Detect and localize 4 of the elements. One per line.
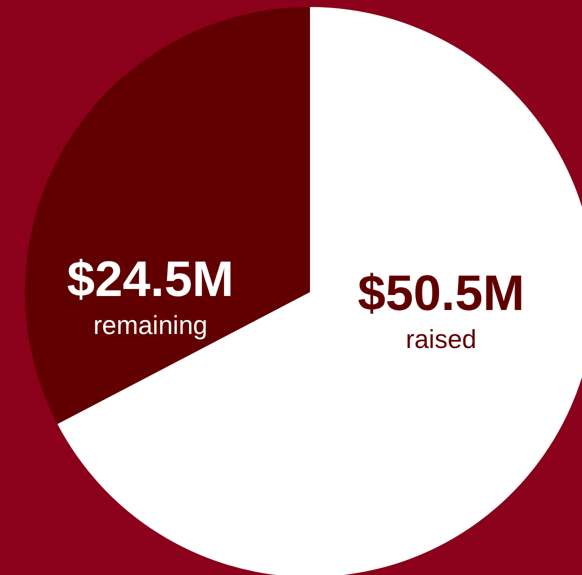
slice-label: raised [406,324,477,354]
data-label: $50.5M [358,265,524,321]
slice-label: remaining [93,310,208,340]
data-label: $24.5M [67,251,234,307]
